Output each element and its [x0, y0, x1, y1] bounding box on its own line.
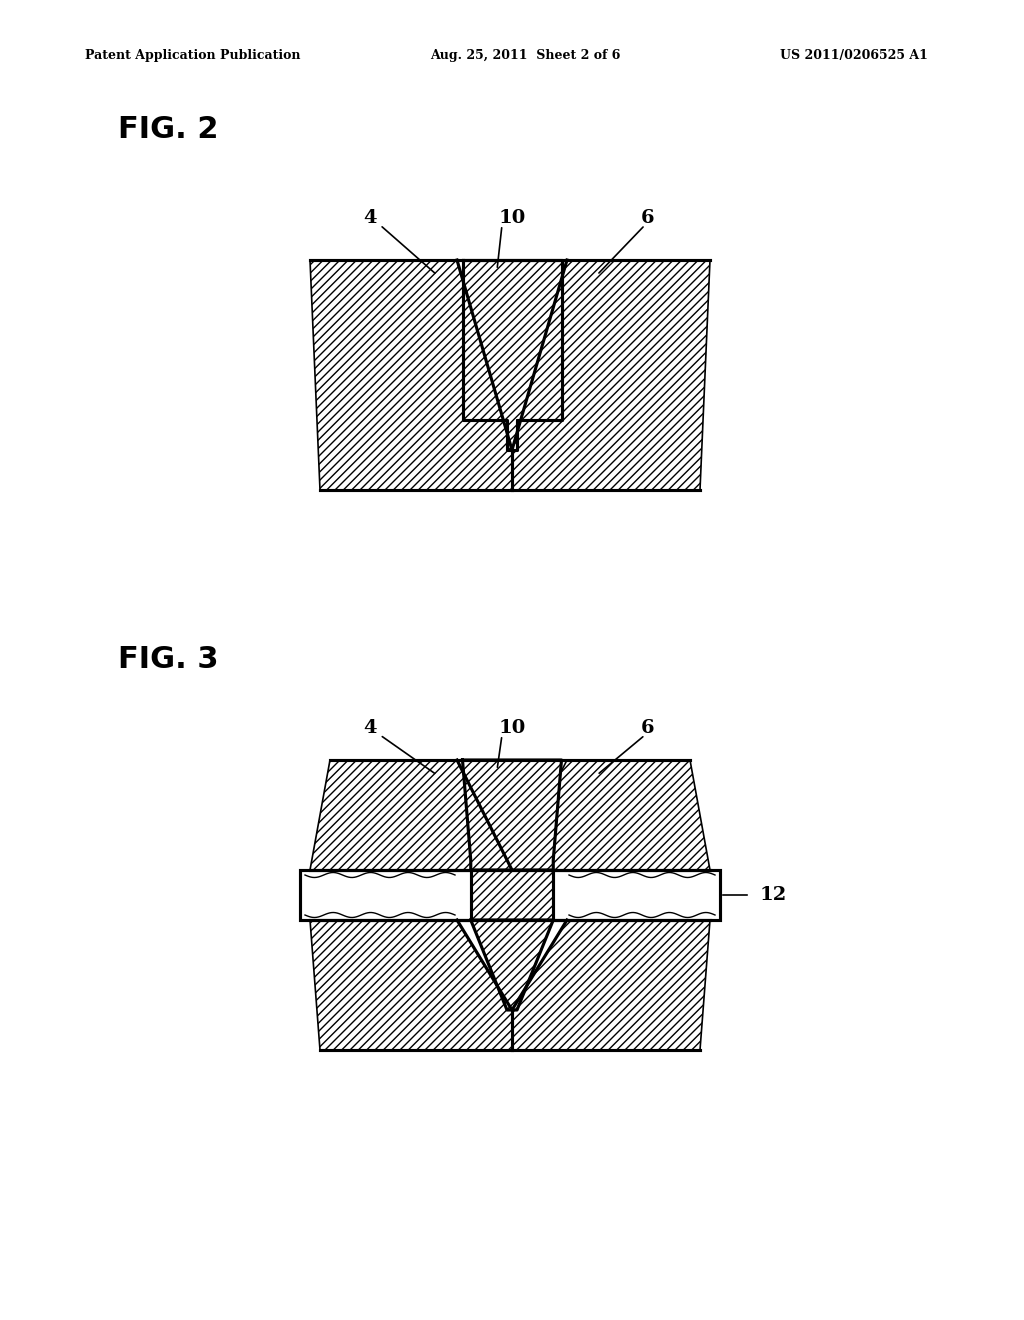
Polygon shape [471, 870, 553, 920]
Text: 10: 10 [499, 209, 525, 227]
Text: FIG. 2: FIG. 2 [118, 116, 218, 144]
Polygon shape [463, 760, 561, 870]
Text: Aug. 25, 2011  Sheet 2 of 6: Aug. 25, 2011 Sheet 2 of 6 [430, 49, 621, 62]
Polygon shape [310, 760, 512, 870]
Bar [300, 870, 720, 920]
Polygon shape [471, 920, 553, 1010]
Text: 6: 6 [641, 719, 654, 737]
Polygon shape [463, 260, 561, 450]
Polygon shape [310, 260, 512, 490]
Text: 4: 4 [364, 719, 377, 737]
Polygon shape [512, 760, 710, 870]
Text: 10: 10 [499, 719, 525, 737]
Text: 6: 6 [641, 209, 654, 227]
Text: 4: 4 [364, 209, 377, 227]
Text: FIG. 3: FIG. 3 [118, 645, 218, 675]
Polygon shape [310, 920, 512, 1049]
Text: 12: 12 [760, 886, 787, 904]
Text: Patent Application Publication: Patent Application Publication [85, 49, 300, 62]
Polygon shape [512, 920, 710, 1049]
Text: US 2011/0206525 A1: US 2011/0206525 A1 [780, 49, 928, 62]
Polygon shape [512, 260, 710, 490]
